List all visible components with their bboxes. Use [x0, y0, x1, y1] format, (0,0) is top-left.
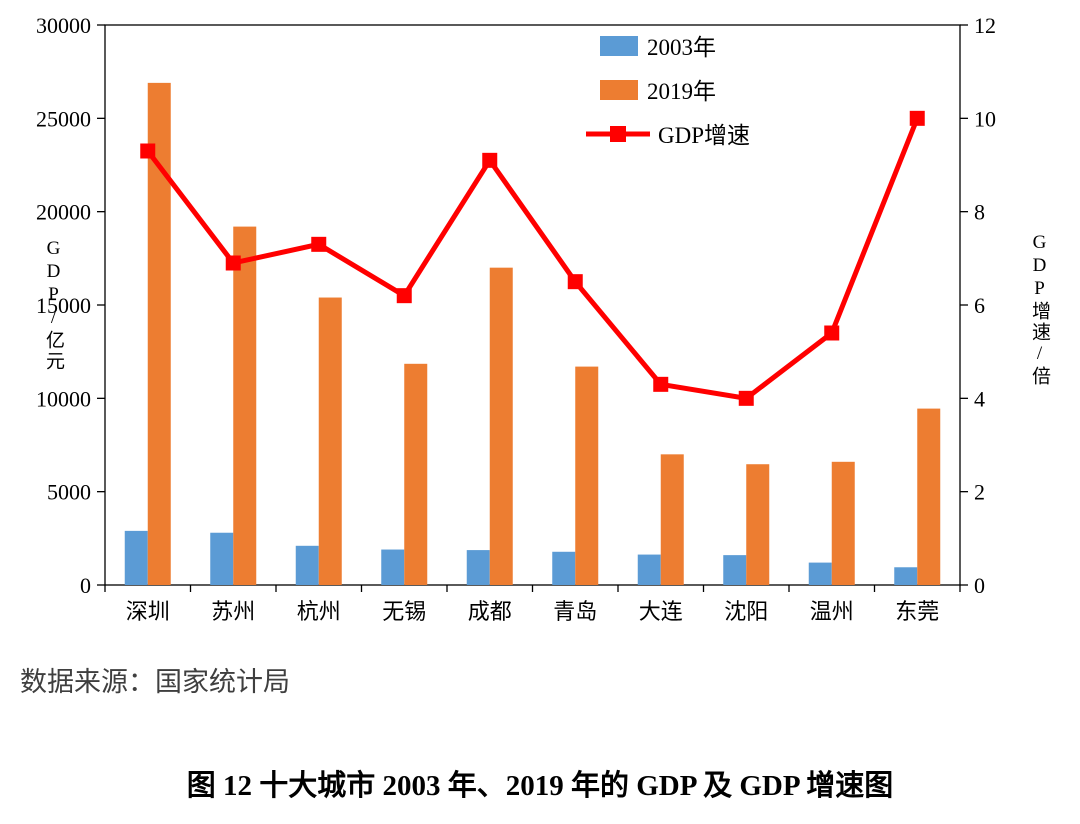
bar-2003年: [808, 562, 832, 585]
bar-2003年: [552, 551, 576, 585]
bar-2003年: [124, 530, 148, 585]
x-tick-label: 成都: [468, 599, 512, 624]
legend-swatch: [600, 36, 638, 56]
x-tick-label: 温州: [810, 599, 854, 624]
x-tick-label: 无锡: [382, 599, 426, 624]
bar-2003年: [210, 532, 234, 585]
line-marker: [824, 325, 840, 341]
left-axis-tick-label: 5000: [47, 480, 91, 505]
bar-2019年: [831, 461, 855, 585]
right-axis-tick-label: 4: [974, 386, 985, 411]
right-axis-tick-label: 0: [974, 573, 985, 598]
left-axis-title: GDP/亿元: [43, 238, 64, 372]
bar-2019年: [660, 454, 684, 585]
right-axis-tick-label: 2: [974, 480, 985, 505]
legend-swatch: [600, 80, 638, 100]
x-tick-label: 大连: [639, 599, 683, 624]
data-source-text: 数据来源：国家统计局: [20, 667, 290, 697]
left-axis-tick-label: 0: [80, 573, 91, 598]
x-tick-label: 青岛: [553, 599, 597, 624]
legend-label: GDP增速: [658, 123, 750, 148]
gdp-growth-line: [145, 117, 920, 401]
legend-line-marker: [610, 126, 626, 142]
x-tick-label: 苏州: [211, 599, 255, 624]
left-axis-tick-label: 15000: [36, 293, 91, 318]
x-tick-label: 杭州: [297, 599, 341, 624]
legend-label: 2003年: [647, 35, 716, 60]
bar-2003年: [723, 555, 747, 585]
figure-caption: 图 12 十大城市 2003 年、2019 年的 GDP 及 GDP 增速图: [186, 770, 894, 802]
right-axis-tick-label: 10: [974, 106, 996, 131]
bar-2019年: [489, 267, 513, 585]
line-marker: [909, 110, 925, 126]
x-tick-label: 沈阳: [724, 599, 768, 624]
bar-2019年: [917, 408, 941, 585]
bar-2019年: [404, 363, 428, 585]
right-axis-tick-label: 12: [974, 13, 996, 38]
gdp-chart: 0 5000 10000 15000 20000 25000 30000 0 2 4 6 8 10 12 深…: [36, 13, 1050, 624]
line-marker: [311, 236, 327, 252]
legend-label: 2019年: [647, 79, 716, 104]
line-marker: [225, 255, 241, 271]
chart-canvas: 0 5000 10000 15000 20000 25000 30000 0 2 4 6 8 10 12 深…: [36, 13, 996, 624]
line-marker: [738, 390, 754, 406]
bar-2003年: [466, 550, 490, 585]
bar-2019年: [147, 82, 171, 585]
right-axis-tick-label: 8: [974, 200, 985, 225]
line-marker: [653, 376, 669, 392]
left-axis-tick-label: 10000: [36, 386, 91, 411]
right-axis-title: GDP增速/倍: [1029, 232, 1050, 387]
x-tick-label: 东莞: [895, 599, 939, 624]
line-marker: [482, 152, 498, 168]
bar-2003年: [637, 554, 661, 585]
x-tick-label: 深圳: [126, 599, 170, 624]
bar-2019年: [318, 297, 342, 585]
bar-2003年: [894, 567, 918, 585]
bar-2003年: [295, 545, 319, 585]
bar-2003年: [381, 549, 405, 585]
right-axis-tick-label: 6: [974, 293, 985, 318]
left-axis-tick-label: 30000: [36, 13, 91, 38]
line-marker: [396, 288, 412, 304]
bar-2019年: [233, 226, 257, 585]
line-marker: [140, 143, 156, 159]
bar-2019年: [575, 366, 599, 585]
left-axis-tick-label: 20000: [36, 200, 91, 225]
bar-2019年: [746, 464, 770, 585]
left-axis-tick-label: 25000: [36, 106, 91, 131]
line-marker: [567, 274, 583, 290]
